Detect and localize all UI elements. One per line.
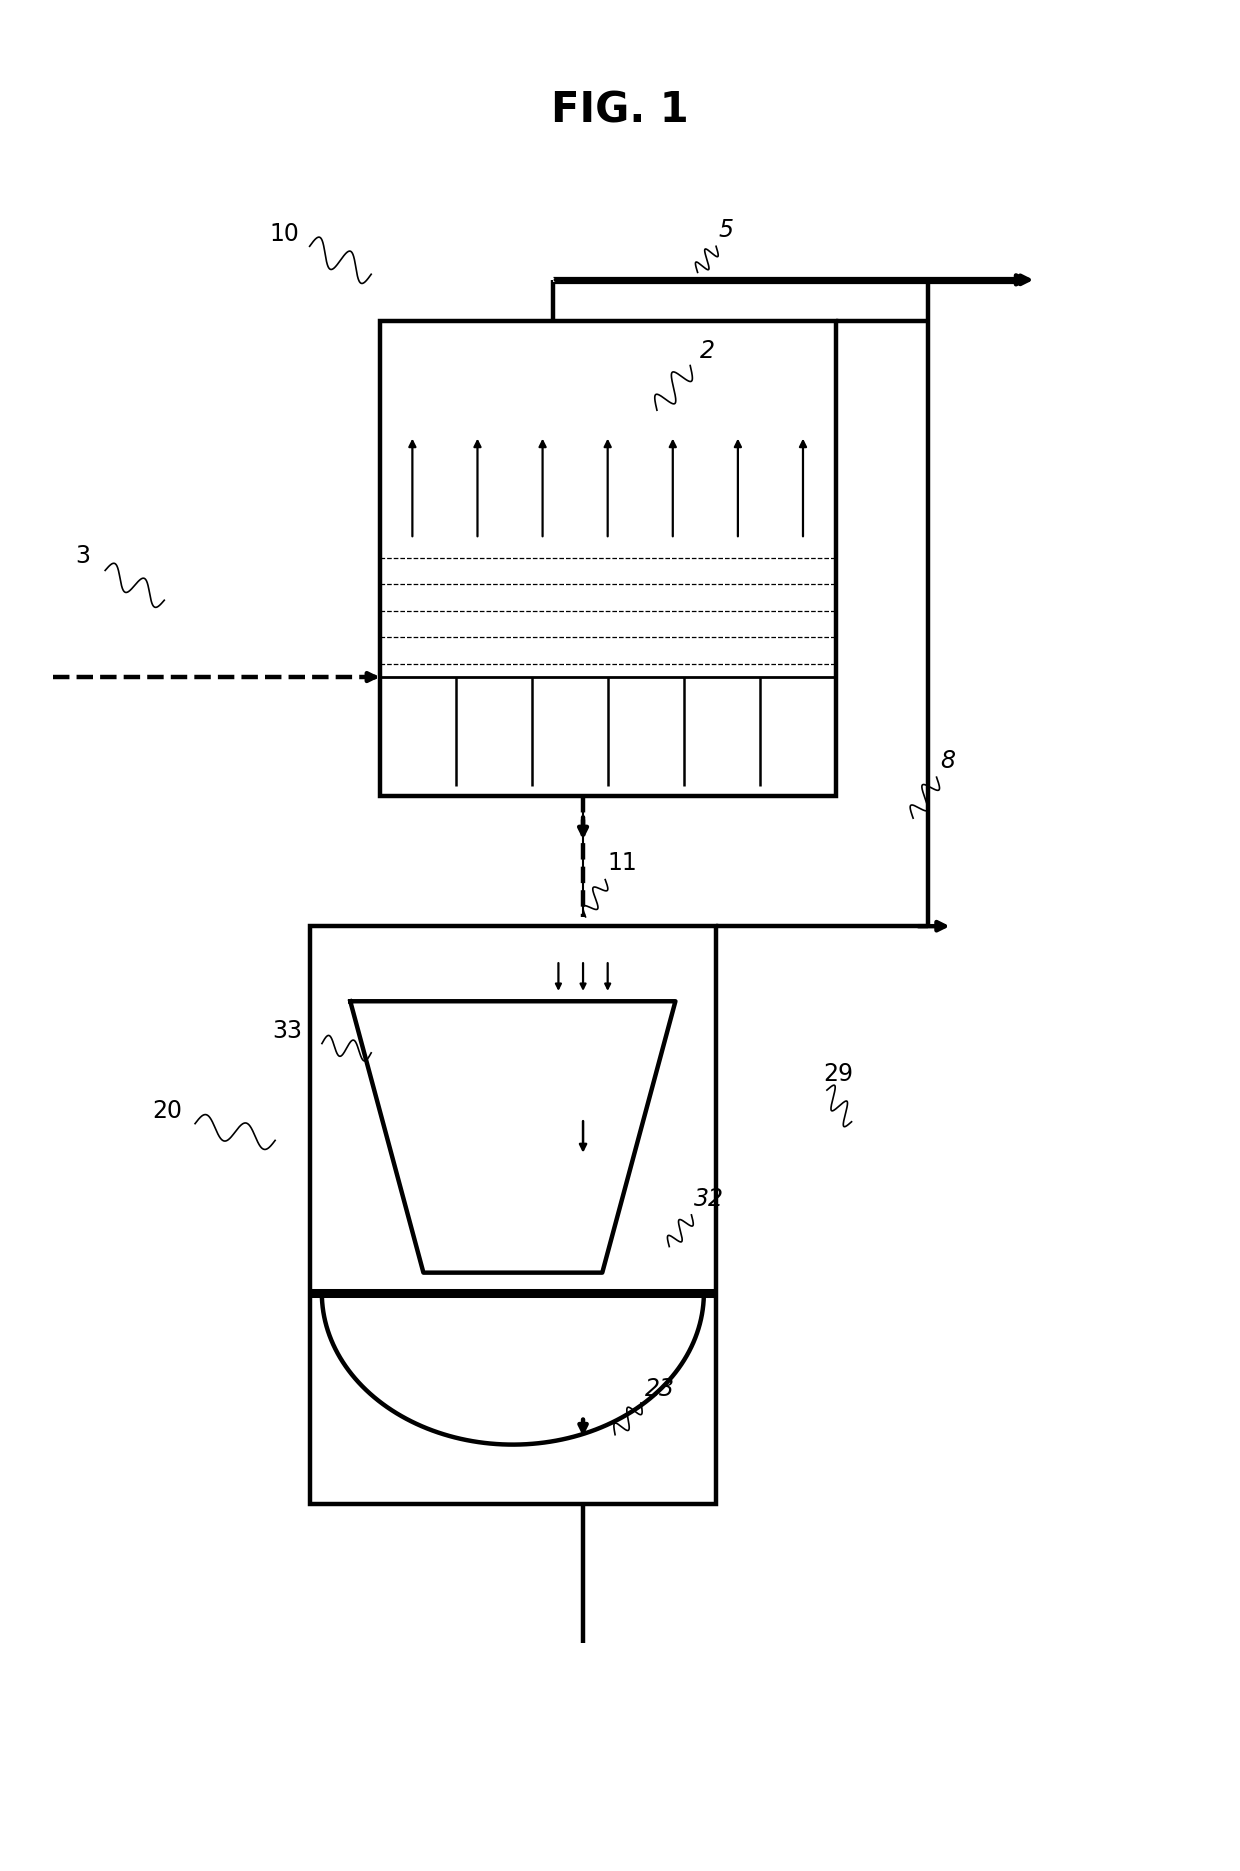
Bar — [379, 320, 836, 795]
Text: 11: 11 — [608, 851, 637, 876]
Text: 2: 2 — [701, 339, 715, 363]
Text: 29: 29 — [823, 1061, 853, 1085]
Text: 3: 3 — [76, 544, 91, 569]
Text: 20: 20 — [153, 1098, 182, 1123]
Text: 8: 8 — [940, 748, 955, 773]
Text: 5: 5 — [718, 219, 734, 241]
Text: 23: 23 — [645, 1377, 675, 1401]
Text: 33: 33 — [273, 1020, 303, 1042]
Text: 10: 10 — [269, 223, 299, 245]
Bar — [310, 926, 715, 1504]
Text: FIG. 1: FIG. 1 — [551, 90, 689, 131]
Text: 32: 32 — [694, 1186, 724, 1211]
